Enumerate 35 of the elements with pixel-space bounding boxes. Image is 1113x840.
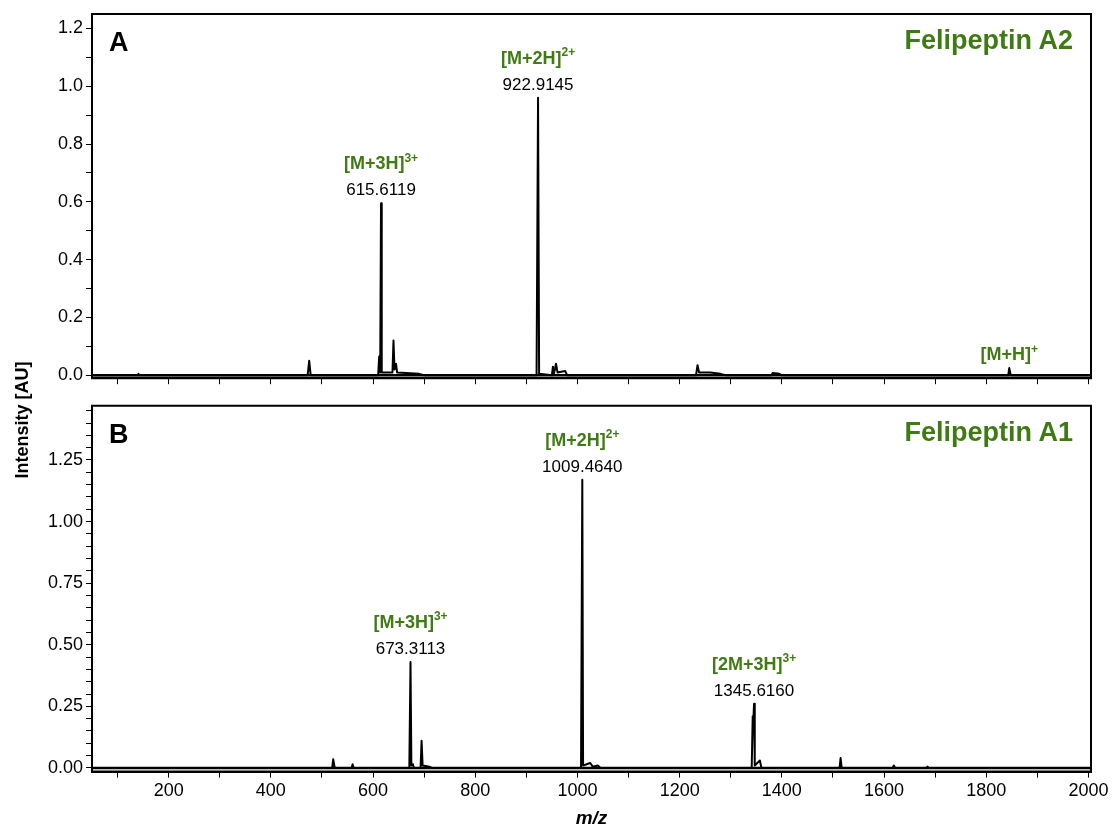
x-tick-label: 1000 [557, 780, 598, 801]
chart-title: Felipeptin A2 [904, 24, 1073, 55]
chart-title: Felipeptin A1 [904, 416, 1073, 447]
y-tick-label: 0.0 [57, 364, 83, 385]
y-tick-label: 0.2 [57, 306, 83, 327]
annotation: A [109, 26, 129, 57]
y-tick-label: 0.75 [47, 572, 83, 593]
y-tick-label: 1.2 [57, 17, 83, 38]
y-tick-label: 1.00 [47, 510, 83, 531]
y-tick-label: 0.8 [57, 133, 83, 154]
annotation: 615.6119 [346, 180, 416, 200]
x-axis-title: m/z [575, 806, 608, 828]
y-tick-label: 1.0 [57, 75, 83, 96]
annotation: B [109, 418, 129, 449]
y-tick-label: 1.25 [47, 448, 83, 469]
annotation: [M+H]+ [980, 341, 1038, 365]
y-axis-title: Intensity [AU] [11, 361, 33, 479]
y-tick-label: 0.25 [47, 695, 83, 716]
y-tick-label: 0.50 [47, 633, 83, 654]
y-tick-label: 0.4 [57, 248, 83, 269]
x-tick-label: 1200 [659, 780, 700, 801]
annotation: 1009.4640 [542, 456, 623, 476]
x-tick-label: 2000 [1068, 780, 1109, 801]
annotation: 1345.6160 [713, 680, 795, 700]
x-tick-label: 1400 [761, 780, 802, 801]
x-tick-label: 200 [153, 780, 184, 801]
x-tick-label: 1600 [864, 780, 905, 801]
y-tick-label: 0.6 [57, 190, 83, 211]
x-tick-label: 800 [460, 780, 491, 801]
y-tick-label: 0.00 [47, 756, 83, 777]
x-tick-label: 600 [358, 780, 389, 801]
annotation: 673.3113 [375, 638, 446, 658]
x-tick-label: 400 [255, 780, 286, 801]
x-tick-label: 1800 [966, 780, 1007, 801]
annotation: 922.9145 [502, 74, 574, 94]
